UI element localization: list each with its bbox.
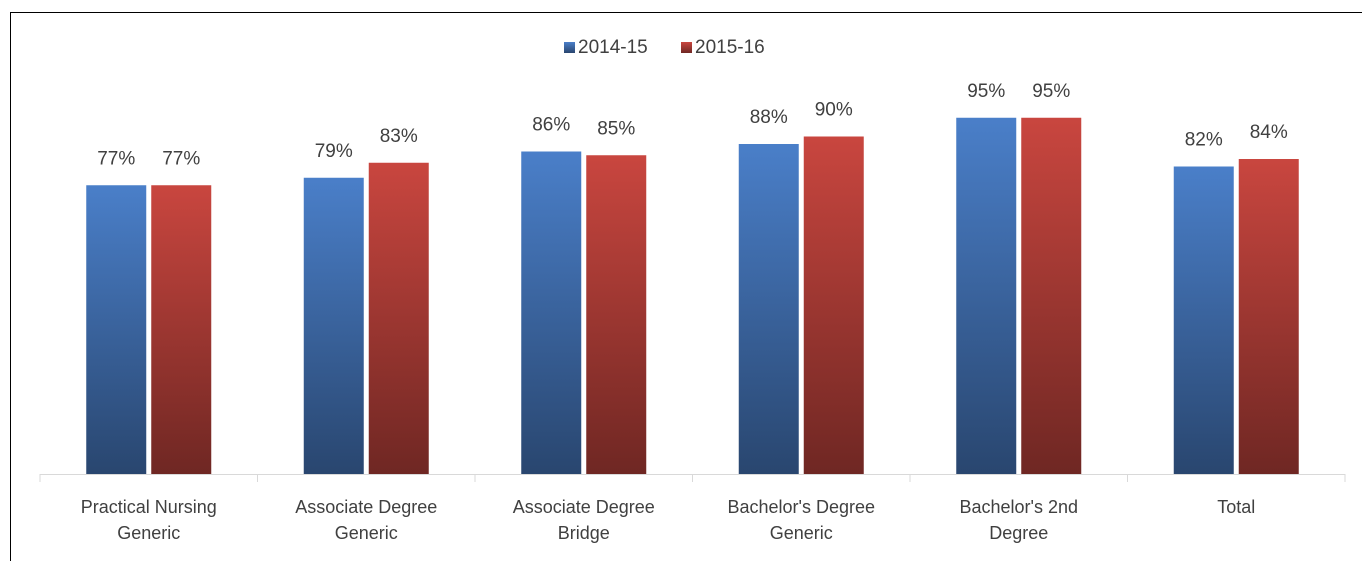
data-label: 95%: [967, 81, 1005, 102]
bar: [803, 136, 864, 474]
data-label: 95%: [1032, 81, 1070, 102]
data-label: 90%: [815, 100, 853, 121]
x-tick-label: Bachelor's 2nd Degree: [959, 497, 1078, 543]
bar: [303, 177, 364, 474]
bar: [1021, 117, 1082, 474]
legend-swatch: [564, 42, 575, 53]
bar: [151, 185, 212, 474]
data-label: 77%: [162, 148, 200, 169]
bar: [1173, 166, 1234, 474]
bar: [956, 117, 1017, 474]
chart-frame: [10, 12, 1362, 561]
data-label: 79%: [315, 141, 353, 162]
data-label: 83%: [380, 126, 418, 147]
x-tick-label: Associate Degree Generic: [295, 497, 438, 543]
bar: [586, 155, 647, 474]
x-tick-label: Associate Degree Bridge: [512, 497, 655, 543]
bar: [368, 162, 429, 474]
data-label: 86%: [532, 115, 570, 136]
bar: [86, 185, 147, 474]
data-label: 85%: [597, 118, 635, 139]
data-label: 82%: [1185, 130, 1223, 151]
bar: [738, 144, 799, 474]
data-label: 84%: [1250, 122, 1288, 143]
x-tick-label: Bachelor's Degree Generic: [727, 497, 875, 543]
x-tick-label: Total: [1217, 497, 1256, 517]
legend-label: 2015-16: [695, 37, 765, 58]
bar: [1238, 159, 1299, 474]
legend-label: 2014-15: [578, 37, 648, 58]
legend-swatch: [681, 42, 692, 53]
bar: [521, 151, 582, 474]
x-tick-label: Practical Nursing Generic: [80, 497, 217, 543]
data-label: 88%: [750, 107, 788, 128]
data-label: 77%: [97, 148, 135, 169]
